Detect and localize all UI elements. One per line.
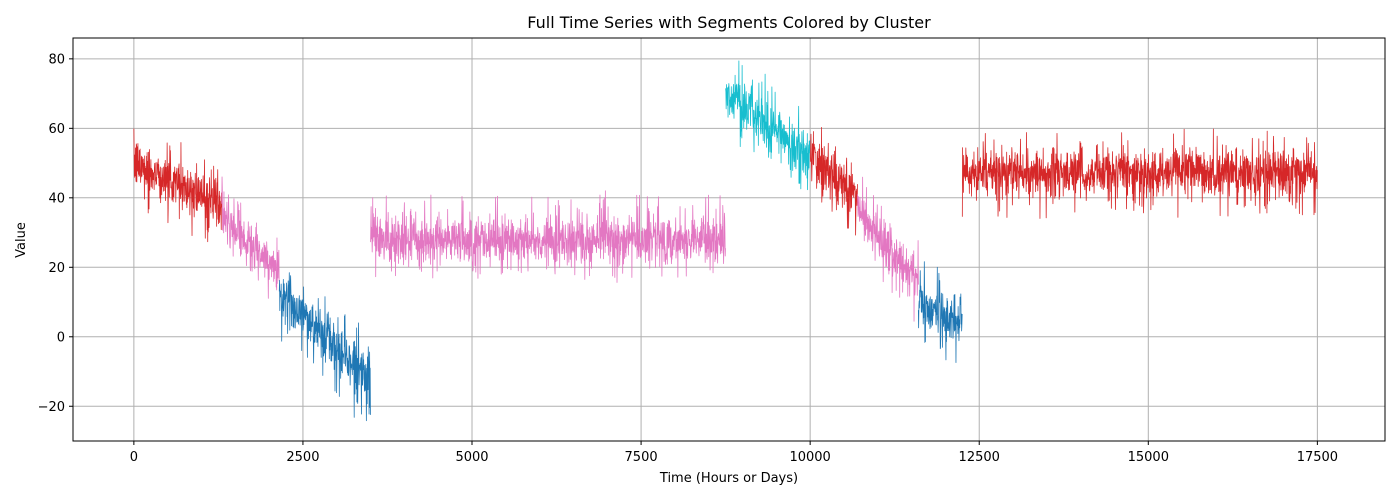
series-segment-6-pink xyxy=(857,176,919,322)
y-tick-label: 60 xyxy=(48,122,65,137)
y-tick-label: 20 xyxy=(48,261,65,276)
x-axis-label: Time (Hours or Days) xyxy=(659,471,798,486)
series-segment-0-red xyxy=(133,128,223,243)
series-segment-7-blue xyxy=(917,261,963,363)
x-tick-label: 10000 xyxy=(789,450,830,465)
plot-frame xyxy=(72,37,1386,442)
y-tick-label: 40 xyxy=(48,191,65,206)
series-segment-8-red xyxy=(961,128,1318,219)
series-segment-1-pink xyxy=(221,176,280,299)
x-tick-label: 15000 xyxy=(1128,450,1169,465)
x-tick-label: 2500 xyxy=(286,450,319,465)
y-tick-label: 80 xyxy=(48,52,65,67)
x-tick-label: 0 xyxy=(130,450,138,465)
series-layer xyxy=(133,60,1318,422)
x-tick-label: 7500 xyxy=(625,450,658,465)
series-segment-4-cyan xyxy=(725,60,811,191)
x-tick-label: 17500 xyxy=(1297,450,1338,465)
y-tick-label: −20 xyxy=(38,400,65,415)
y-axis-ticks: −20 0 20 40 60 80 xyxy=(38,52,73,415)
series-segment-5-red xyxy=(810,126,858,236)
series-segment-3-pink xyxy=(370,190,726,283)
series-segment-2-blue xyxy=(278,272,371,422)
chart-title: Full Time Series with Segments Colored b… xyxy=(527,13,931,32)
y-axis-label: Value xyxy=(14,222,29,258)
grid-lines xyxy=(73,38,1385,441)
y-tick-label: 0 xyxy=(57,330,65,345)
x-tick-label: 12500 xyxy=(959,450,1000,465)
x-tick-label: 5000 xyxy=(455,450,488,465)
x-axis-ticks: 0 2500 5000 7500 10000 12500 15000 17500 xyxy=(130,441,1338,465)
